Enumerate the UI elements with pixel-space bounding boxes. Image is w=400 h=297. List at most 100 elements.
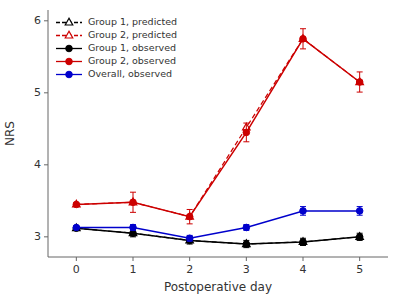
x-tick xyxy=(189,257,190,261)
error-bar-cap xyxy=(130,212,136,213)
data-point xyxy=(356,79,363,86)
legend-label: Group 2, predicted xyxy=(88,29,177,40)
legend-swatch-marker xyxy=(66,45,73,52)
data-point xyxy=(130,199,137,206)
data-point xyxy=(299,238,307,245)
data-point xyxy=(73,225,80,232)
error-bar xyxy=(130,192,136,212)
data-point xyxy=(356,78,364,85)
data-point xyxy=(300,36,307,43)
data-point xyxy=(243,241,250,248)
data-point xyxy=(186,235,193,242)
error-bar-cap xyxy=(187,223,193,224)
y-tick-label: 6 xyxy=(34,14,41,27)
legend-swatch-marker xyxy=(66,71,73,78)
error-bar xyxy=(357,207,363,216)
error-bar-cap xyxy=(357,71,363,72)
data-point xyxy=(130,224,137,231)
series-line xyxy=(76,39,359,217)
x-tick xyxy=(303,257,304,261)
data-point xyxy=(129,198,137,205)
error-bar-cap xyxy=(243,123,249,124)
x-tick-label: 0 xyxy=(73,263,80,276)
error-bar xyxy=(357,72,363,92)
chart: 3 4 5 6 0 1 2 3 4 5 Postoperative day NRS Group 1, p… xyxy=(0,0,400,297)
error-bar-cap xyxy=(300,28,306,29)
error-bar xyxy=(243,123,249,142)
legend-swatch-marker xyxy=(65,18,73,25)
legend-item: Group 1, observed xyxy=(56,42,176,53)
data-point xyxy=(73,200,81,207)
y-axis-line xyxy=(48,10,49,257)
error-bar-cap xyxy=(187,209,193,210)
x-tick xyxy=(246,257,247,261)
x-tick-label: 1 xyxy=(130,263,137,276)
series xyxy=(73,225,363,248)
error-bar-cap xyxy=(130,192,136,193)
error-bar-cap xyxy=(300,215,306,216)
legend: Group 1, predicted Group 2, predicted Grou… xyxy=(56,16,177,79)
error-bar xyxy=(300,29,306,49)
legend-label: Group 1, predicted xyxy=(88,16,177,27)
legend-item: Overall, observed xyxy=(56,68,172,79)
error-bar-cap xyxy=(300,206,306,207)
data-point xyxy=(356,233,364,240)
legend-swatch-marker xyxy=(66,58,73,65)
error-bar xyxy=(300,238,306,245)
x-tick-label: 5 xyxy=(356,263,363,276)
x-axis-line xyxy=(48,257,388,258)
series-line xyxy=(76,228,359,244)
series-line xyxy=(76,211,359,238)
error-bar xyxy=(243,240,249,247)
legend-item: Group 1, predicted xyxy=(56,16,177,27)
legend-swatch-marker xyxy=(65,31,73,38)
x-tick-label: 4 xyxy=(300,263,307,276)
x-tick xyxy=(133,257,134,261)
legend-item: Group 2, predicted xyxy=(56,29,177,40)
data-point xyxy=(356,234,363,241)
error-bar-cap xyxy=(357,92,363,93)
y-tick-label: 3 xyxy=(34,230,41,243)
x-tick xyxy=(76,257,77,261)
error-bar-cap xyxy=(300,48,306,49)
error-bar xyxy=(187,209,193,223)
series-line xyxy=(76,228,359,244)
y-tick-label: 4 xyxy=(34,158,41,171)
plot-data xyxy=(73,29,364,248)
data-point xyxy=(243,224,250,231)
x-tick-label: 3 xyxy=(243,263,250,276)
x-tick xyxy=(359,257,360,261)
data-point xyxy=(73,224,81,231)
legend-item: Group 2, observed xyxy=(56,55,176,66)
data-point xyxy=(300,208,307,215)
error-bar-cap xyxy=(357,206,363,207)
data-point xyxy=(186,213,193,220)
legend-label: Group 1, observed xyxy=(88,42,176,53)
y-axis-label: NRS xyxy=(3,121,17,146)
y-tick-label: 5 xyxy=(34,86,41,99)
series xyxy=(73,35,364,220)
y-tick xyxy=(44,92,48,93)
error-bar xyxy=(243,225,249,231)
data-point xyxy=(356,208,363,215)
x-axis-label: Postoperative day xyxy=(164,280,272,294)
y-tick xyxy=(44,236,48,237)
legend-label: Overall, observed xyxy=(88,68,172,79)
data-point xyxy=(73,201,80,208)
y-tick xyxy=(44,20,48,21)
error-bar xyxy=(300,207,306,216)
y-tick xyxy=(44,164,48,165)
data-point xyxy=(299,35,307,42)
error-bar xyxy=(187,235,193,241)
series xyxy=(73,29,363,224)
data-point xyxy=(300,239,307,246)
error-bar-cap xyxy=(243,141,249,142)
x-tick-label: 2 xyxy=(186,263,193,276)
data-point xyxy=(73,224,80,231)
data-point xyxy=(243,129,250,136)
chart-container: 3 4 5 6 0 1 2 3 4 5 Postoperative day NRS Group 1, p… xyxy=(0,0,400,297)
series xyxy=(73,207,363,242)
series-line xyxy=(76,39,359,217)
error-bar xyxy=(357,233,363,240)
error-bar xyxy=(130,225,136,231)
